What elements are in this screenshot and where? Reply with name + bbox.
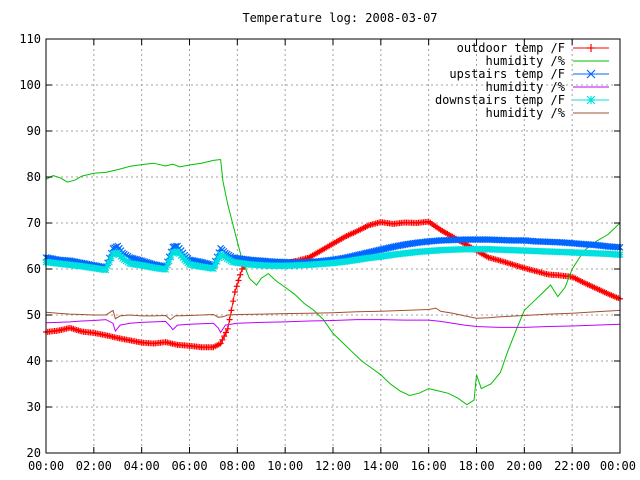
x-tick-label: 06:00 [171, 459, 207, 473]
legend-label: downstairs temp /F [435, 93, 565, 107]
series-2 [42, 236, 624, 272]
y-tick-label: 100 [19, 78, 41, 92]
legend-marker [587, 44, 595, 52]
x-axis-ticks: 00:00 02:00 04:00 06:00 08:00 10:00 12:00 14:00… [28, 39, 636, 473]
data-point [172, 242, 180, 250]
data-point [222, 329, 229, 336]
y-tick-label: 30 [27, 400, 41, 414]
data-point [167, 253, 175, 261]
data-point [235, 277, 242, 284]
legend-label: upstairs temp /F [449, 67, 565, 81]
data-point [107, 254, 115, 262]
y-tick-label: 70 [27, 216, 41, 230]
data-point [230, 298, 237, 305]
legend-label: humidity /% [486, 106, 566, 120]
y-tick-label: 50 [27, 308, 41, 322]
x-tick-label: 00:00 [28, 459, 64, 473]
chart-title: Temperature log: 2008-03-07 [242, 11, 437, 25]
y-tick-label: 20 [27, 446, 41, 460]
data-point [162, 266, 170, 273]
data-point [226, 316, 233, 323]
y-tick-label: 110 [19, 32, 41, 46]
legend-marker [586, 69, 596, 79]
series-5 [45, 307, 621, 321]
legend-marker [586, 95, 596, 105]
x-tick-label: 14:00 [363, 459, 399, 473]
x-tick-label: 10:00 [267, 459, 303, 473]
series-layer [42, 158, 624, 406]
data-point [217, 340, 224, 347]
data-point [165, 257, 173, 265]
legend-label: humidity /% [486, 54, 566, 68]
x-tick-label: 20:00 [506, 459, 542, 473]
legend-label: outdoor temp /F [457, 41, 565, 55]
x-tick-label: 22:00 [554, 459, 590, 473]
x-tick-label: 08:00 [219, 459, 255, 473]
data-point [209, 265, 217, 272]
data-point [221, 333, 228, 340]
data-point [102, 266, 110, 274]
x-tick-label: 12:00 [315, 459, 351, 473]
data-point [219, 336, 226, 343]
x-tick-label: 16:00 [411, 459, 447, 473]
data-point [231, 289, 238, 295]
data-point [237, 271, 244, 278]
data-point [233, 283, 240, 290]
data-point [163, 261, 171, 269]
data-point [105, 258, 113, 266]
data-point [211, 261, 219, 269]
legend-label: humidity /% [486, 80, 566, 94]
x-tick-label: 04:00 [124, 459, 160, 473]
series-3 [45, 319, 621, 334]
y-axis-ticks: 20 30 40 50 60 70 80 90 100 110 [19, 32, 620, 460]
grid-lines [46, 39, 620, 453]
data-point [228, 307, 235, 314]
series-line [45, 307, 621, 321]
y-tick-label: 90 [27, 124, 41, 138]
series-4 [42, 245, 624, 274]
y-tick-label: 40 [27, 354, 41, 368]
series-1 [45, 158, 621, 406]
data-point [213, 257, 221, 265]
data-point [224, 325, 231, 332]
y-tick-label: 80 [27, 170, 41, 184]
y-tick-label: 60 [27, 262, 41, 276]
data-point [104, 262, 112, 270]
x-tick-label: 00:00 [600, 459, 636, 473]
series-line [45, 158, 621, 406]
series-line [45, 319, 621, 334]
x-tick-label: 02:00 [76, 459, 112, 473]
x-tick-label: 18:00 [458, 459, 494, 473]
data-point [215, 254, 223, 262]
